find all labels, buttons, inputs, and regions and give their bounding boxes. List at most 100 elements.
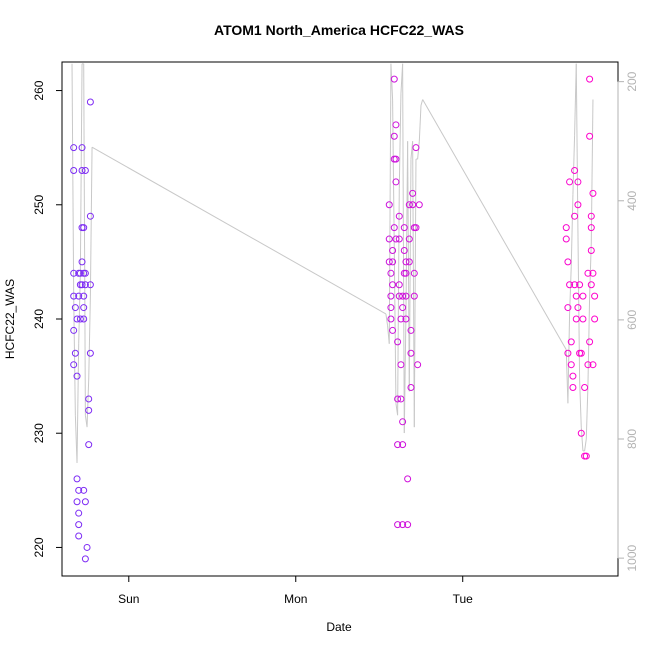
right-tick-label: 1000 bbox=[625, 544, 639, 571]
altitude-line-segment bbox=[575, 63, 579, 231]
x-axis: Sun Mon Tue bbox=[118, 576, 473, 606]
data-point bbox=[572, 292, 580, 300]
data-point bbox=[571, 212, 579, 220]
data-point bbox=[387, 304, 395, 312]
data-point bbox=[75, 532, 83, 540]
data-point bbox=[70, 144, 78, 152]
data-point bbox=[390, 75, 398, 83]
data-point bbox=[70, 326, 78, 334]
data-point bbox=[83, 543, 91, 551]
data-point bbox=[562, 224, 570, 232]
y-tick-label: 260 bbox=[32, 80, 46, 100]
data-point bbox=[566, 281, 574, 289]
data-point bbox=[73, 372, 81, 380]
y-tick-label: 240 bbox=[32, 309, 46, 329]
data-point bbox=[73, 475, 81, 483]
data-point bbox=[73, 498, 81, 506]
data-point bbox=[392, 155, 400, 163]
altitude-line-segment bbox=[402, 63, 405, 434]
data-point bbox=[70, 361, 78, 369]
right-tick-label: 800 bbox=[625, 429, 639, 449]
altitude-line-segment bbox=[408, 159, 412, 392]
data-point bbox=[385, 235, 393, 243]
data-point bbox=[587, 212, 595, 220]
altitude-line-segment bbox=[407, 141, 410, 392]
data-point bbox=[569, 384, 577, 392]
y-tick-label: 220 bbox=[32, 537, 46, 557]
data-point bbox=[387, 315, 395, 323]
altitude-line-segment bbox=[78, 272, 81, 344]
data-point bbox=[586, 338, 594, 346]
altitude-line-segment bbox=[572, 135, 576, 195]
data-points bbox=[70, 75, 599, 563]
data-point bbox=[81, 281, 89, 289]
data-point bbox=[577, 429, 585, 437]
altitude-line-segment bbox=[71, 63, 75, 297]
data-point bbox=[412, 224, 420, 232]
data-point bbox=[399, 304, 407, 312]
data-point bbox=[394, 338, 402, 346]
data-point bbox=[75, 486, 83, 494]
data-point bbox=[410, 292, 418, 300]
data-point bbox=[409, 201, 417, 209]
data-point bbox=[70, 292, 78, 300]
data-point bbox=[574, 201, 582, 209]
altitude-line-segment bbox=[86, 379, 90, 428]
altitude-line bbox=[71, 63, 594, 463]
data-point bbox=[562, 235, 570, 243]
data-point bbox=[405, 235, 413, 243]
data-point bbox=[70, 167, 78, 175]
data-point bbox=[399, 441, 407, 449]
data-point bbox=[405, 201, 413, 209]
altitude-line-segment bbox=[418, 105, 422, 142]
altitude-line-segment bbox=[579, 379, 582, 428]
data-point bbox=[407, 349, 415, 357]
data-point bbox=[80, 292, 88, 300]
data-point bbox=[394, 395, 402, 403]
data-point bbox=[387, 292, 395, 300]
y-axis-label: HCFC22_WAS bbox=[3, 279, 17, 359]
x-tick-label: Sun bbox=[118, 592, 139, 606]
data-point bbox=[402, 315, 410, 323]
data-point bbox=[78, 281, 86, 289]
altitude-line-segment bbox=[412, 141, 415, 428]
data-point bbox=[586, 132, 594, 140]
data-point bbox=[73, 315, 81, 323]
altitude-line-segment bbox=[580, 427, 584, 451]
data-point bbox=[394, 521, 402, 529]
data-point bbox=[389, 326, 397, 334]
data-point bbox=[587, 224, 595, 232]
data-point bbox=[385, 201, 393, 209]
data-point bbox=[584, 361, 592, 369]
data-point bbox=[404, 475, 412, 483]
altitude-line-segment bbox=[390, 63, 394, 100]
data-point bbox=[564, 304, 572, 312]
altitude-line-segment bbox=[76, 343, 80, 463]
data-point bbox=[86, 281, 94, 289]
data-point bbox=[71, 304, 79, 312]
data-point bbox=[414, 361, 422, 369]
altitude-line-segment bbox=[587, 296, 591, 386]
data-point bbox=[390, 132, 398, 140]
data-point bbox=[591, 315, 599, 323]
data-point bbox=[395, 235, 403, 243]
data-point bbox=[390, 224, 398, 232]
data-point bbox=[400, 246, 408, 254]
altitude-connector bbox=[91, 146, 387, 315]
data-point bbox=[389, 258, 397, 266]
data-point bbox=[394, 441, 402, 449]
data-point bbox=[80, 486, 88, 494]
data-point bbox=[412, 144, 420, 152]
data-point bbox=[81, 498, 89, 506]
data-point bbox=[392, 178, 400, 186]
data-point bbox=[395, 292, 403, 300]
y-tick-label: 230 bbox=[32, 423, 46, 443]
data-point bbox=[75, 521, 83, 529]
altitude-line-segment bbox=[398, 93, 402, 189]
data-point bbox=[70, 269, 78, 277]
data-point bbox=[85, 406, 93, 414]
data-point bbox=[574, 178, 582, 186]
altitude-line-segment bbox=[567, 313, 571, 404]
y-tick-label: 250 bbox=[32, 194, 46, 214]
altitude-line-segment bbox=[393, 248, 397, 404]
